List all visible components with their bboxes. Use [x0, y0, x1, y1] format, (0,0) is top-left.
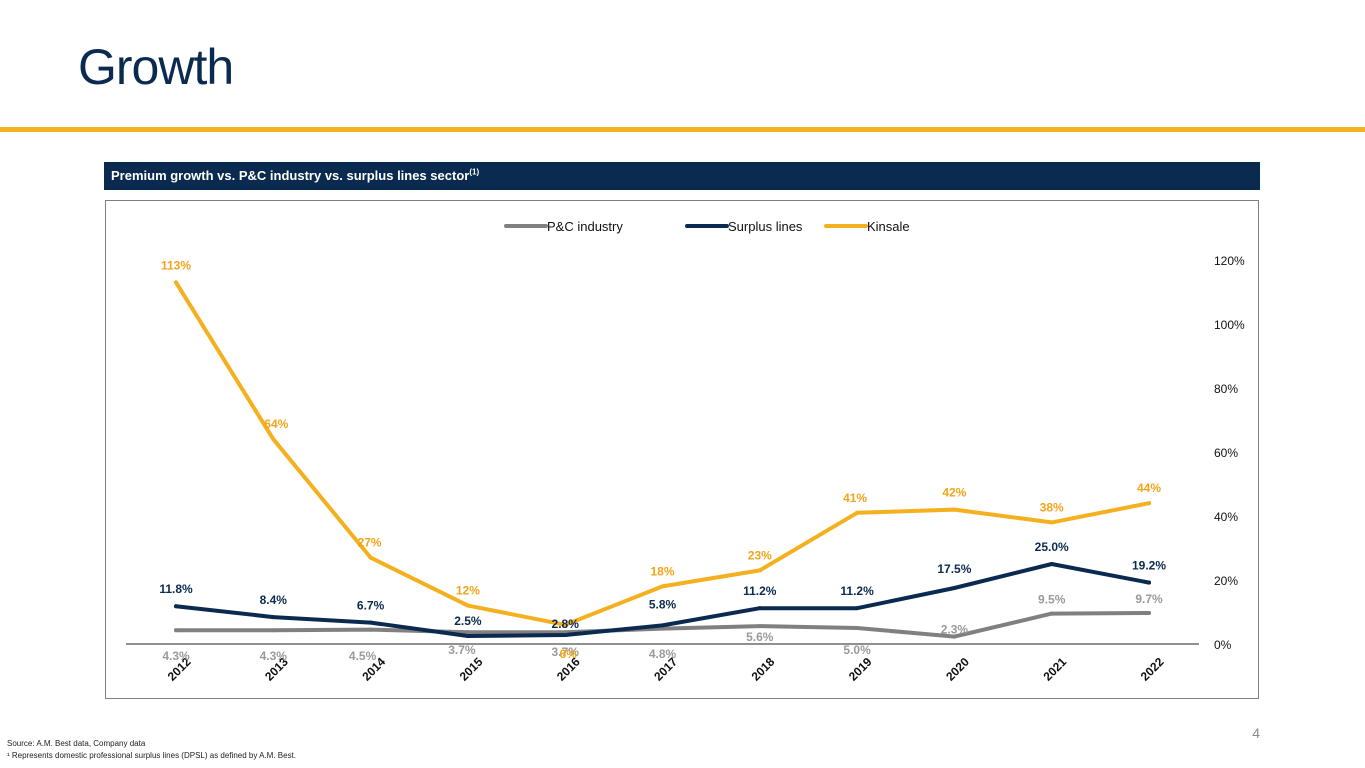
data-label-p-c-industry: 5.6%	[746, 630, 774, 644]
data-point-surplus-lines	[1049, 562, 1054, 566]
data-label-kinsale: 42%	[942, 486, 966, 500]
y-tick-label: 20%	[1214, 574, 1238, 588]
data-point-kinsale	[271, 437, 276, 442]
data-label-kinsale: 23%	[748, 548, 772, 562]
data-point-surplus-lines	[174, 604, 178, 609]
data-label-p-c-industry: 9.7%	[1135, 592, 1163, 606]
data-label-p-c-industry: 4.3%	[162, 649, 190, 663]
data-label-kinsale: 38%	[1040, 500, 1064, 514]
data-label-surplus-lines: 17.5%	[937, 562, 971, 576]
data-label-kinsale: 41%	[843, 491, 867, 505]
data-point-p-c-industry	[855, 626, 860, 630]
data-point-p-c-industry	[271, 628, 276, 633]
data-point-p-c-industry	[1049, 611, 1054, 616]
data-point-p-c-industry	[174, 628, 178, 633]
data-point-surplus-lines	[271, 615, 276, 620]
data-point-p-c-industry	[465, 630, 470, 635]
data-point-kinsale	[1049, 520, 1054, 525]
data-point-kinsale	[465, 603, 470, 608]
data-point-kinsale	[855, 510, 860, 515]
footnotes: Source: A.M. Best data, Company data ¹ R…	[7, 738, 296, 762]
data-label-p-c-industry: 9.5%	[1038, 593, 1066, 607]
page-title: Growth	[78, 39, 234, 95]
data-label-kinsale: 18%	[650, 564, 674, 578]
data-label-surplus-lines: 11.2%	[743, 584, 777, 598]
data-label-surplus-lines: 25.0%	[1035, 540, 1069, 554]
y-tick-label: 120%	[1214, 254, 1245, 268]
data-label-surplus-lines: 8.4%	[260, 593, 288, 607]
data-label-kinsale: 64%	[264, 417, 288, 431]
data-label-kinsale: 27%	[358, 536, 382, 550]
data-point-p-c-industry	[660, 626, 665, 631]
y-tick-label: 40%	[1214, 510, 1238, 524]
data-label-p-c-industry: 3.7%	[448, 643, 476, 657]
data-point-kinsale	[368, 555, 373, 560]
data-point-surplus-lines	[855, 606, 860, 611]
data-point-kinsale	[1147, 501, 1151, 506]
chart-banner-text: Premium growth vs. P&C industry vs. surp…	[111, 168, 470, 183]
x-tick-label: 2021	[1040, 655, 1069, 684]
data-point-p-c-industry	[563, 630, 568, 635]
x-tick-label: 2019	[846, 655, 875, 684]
data-point-surplus-lines	[465, 634, 470, 638]
x-tick-label: 2020	[943, 655, 972, 684]
data-point-surplus-lines	[660, 623, 665, 628]
data-point-surplus-lines	[563, 633, 568, 638]
legend-label: Surplus lines	[728, 219, 803, 234]
data-label-p-c-industry: 4.8%	[649, 647, 677, 661]
data-point-kinsale	[563, 622, 568, 627]
data-point-surplus-lines	[1147, 580, 1151, 585]
footnote-1: ¹ Represents domestic professional surpl…	[7, 751, 297, 760]
data-label-surplus-lines: 11.8%	[159, 582, 193, 596]
data-label-p-c-industry: 4.5%	[349, 649, 377, 663]
data-point-kinsale	[174, 280, 178, 285]
data-label-surplus-lines: 2.8%	[552, 617, 580, 631]
data-point-surplus-lines	[368, 620, 373, 625]
legend-label: Kinsale	[867, 219, 910, 234]
line-chart: 0%20%40%60%80%100%120%2012 2013 2014 2015 20…	[126, 219, 1245, 684]
data-label-surplus-lines: 5.8%	[649, 597, 677, 611]
chart-banner: Premium growth vs. P&C industry vs. surp…	[104, 162, 1260, 190]
footnote-source: Source: A.M. Best data, Company data	[7, 739, 146, 748]
legend-label: P&C industry	[547, 219, 623, 234]
data-point-surplus-lines	[952, 586, 957, 590]
data-point-kinsale	[952, 507, 957, 512]
data-point-p-c-industry	[1147, 610, 1151, 615]
x-tick-label: 2018	[749, 655, 778, 684]
data-label-surplus-lines: 2.5%	[454, 614, 482, 628]
data-point-kinsale	[660, 584, 665, 589]
data-label-kinsale: 113%	[161, 258, 191, 272]
data-label-p-c-industry: 3.7%	[552, 645, 580, 659]
data-point-kinsale	[757, 568, 762, 573]
y-tick-label: 0%	[1214, 638, 1232, 652]
x-tick-label: 2022	[1138, 655, 1167, 684]
data-label-surplus-lines: 6.7%	[357, 599, 385, 613]
data-label-p-c-industry: 2.3%	[941, 623, 969, 637]
data-label-kinsale: 6%	[560, 647, 578, 661]
chart-banner-footnote-ref: (1)	[469, 167, 480, 177]
y-tick-label: 80%	[1214, 382, 1238, 396]
data-point-p-c-industry	[952, 634, 957, 639]
title-divider	[0, 127, 1365, 132]
data-label-surplus-lines: 19.2%	[1132, 559, 1166, 573]
data-point-p-c-industry	[368, 627, 373, 632]
page-number: 4	[1252, 725, 1260, 741]
data-label-kinsale: 44%	[1137, 481, 1161, 495]
y-tick-label: 60%	[1214, 446, 1238, 460]
data-point-p-c-industry	[757, 624, 762, 629]
chart-frame: 0% 20% 40% 60% 80% 100% 120% 2012 2013 2014 2015 20…	[105, 200, 1259, 699]
y-tick-label: 100%	[1214, 318, 1245, 332]
data-point-surplus-lines	[757, 606, 762, 611]
x-tick-label: 2015	[457, 655, 486, 684]
data-label-p-c-industry: 4.3%	[260, 649, 288, 663]
data-label-surplus-lines: 11.2%	[840, 584, 874, 598]
data-label-p-c-industry: 5.0%	[843, 643, 871, 657]
data-label-kinsale: 12%	[456, 584, 480, 598]
